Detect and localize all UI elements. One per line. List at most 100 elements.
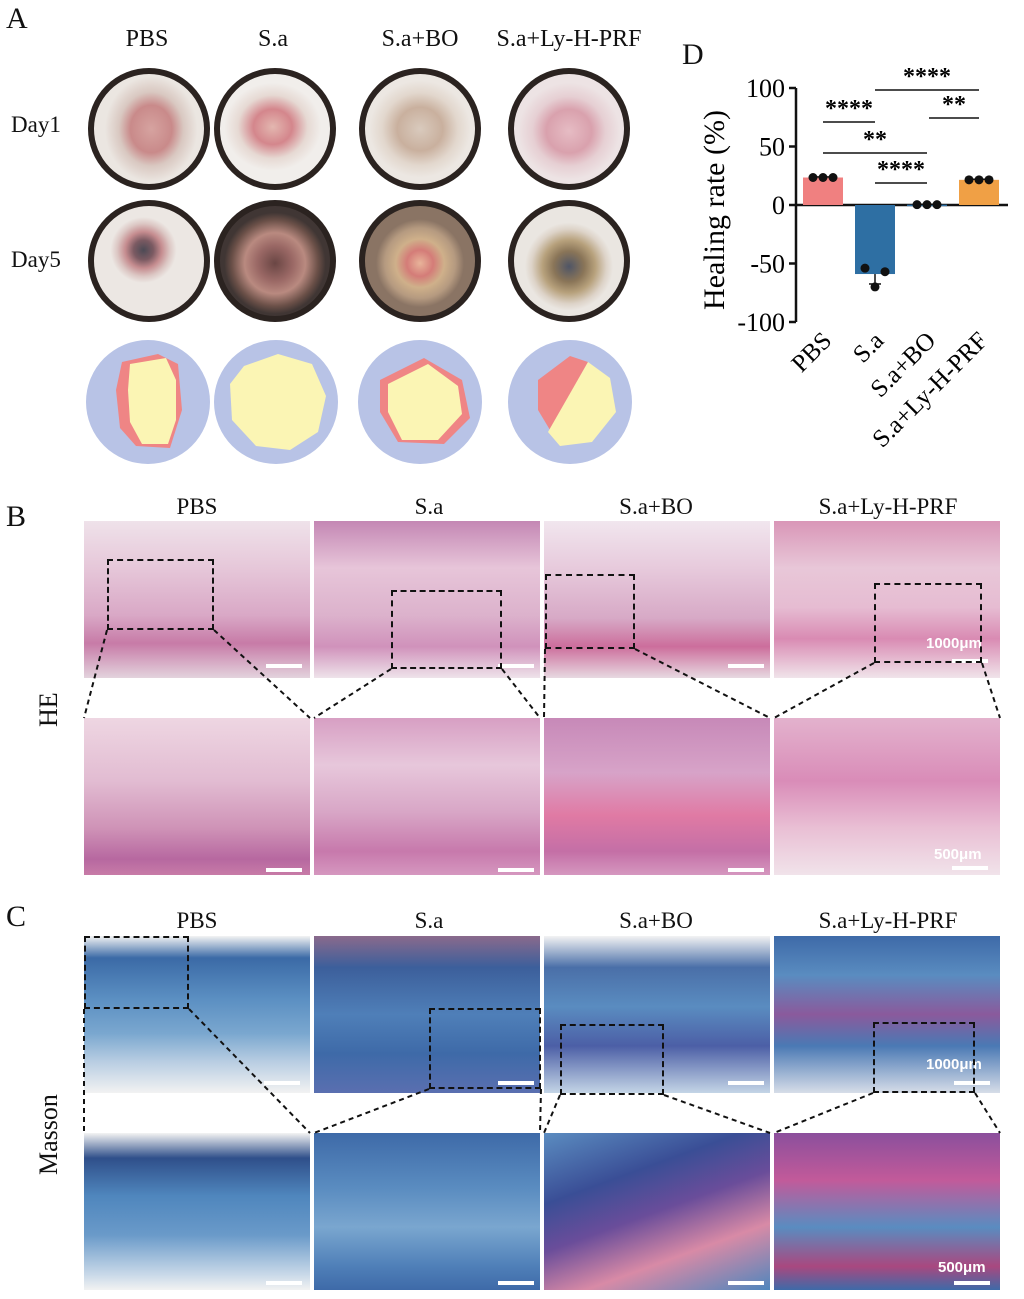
segmentation-shapes-saly — [538, 356, 616, 446]
data-point-0-1 — [818, 173, 828, 183]
panel-a-label-saly: S.a+Ly-H-PRF — [496, 26, 642, 52]
masson-overview-sabo — [544, 936, 770, 1093]
wound-photo-sa-day5 — [214, 200, 336, 322]
panel-a-label-sa: S.a — [258, 26, 288, 52]
segmentation-shapes-sa — [230, 354, 326, 450]
panel-c-letter: C — [6, 900, 27, 933]
he-overview-saly: 1000μm — [774, 521, 1000, 678]
scale-bar — [498, 664, 534, 668]
connector-he-saly-left — [773, 662, 875, 719]
connector-he-pbs-right — [213, 629, 311, 719]
masson-zoom-box-saly — [873, 1022, 975, 1093]
y-tick-label: 100 — [746, 74, 785, 103]
scale-bar — [952, 866, 988, 870]
data-point-0-0 — [808, 173, 818, 183]
connector-masson-sa-right — [539, 1088, 542, 1134]
scale-bar — [954, 1081, 990, 1085]
connector-masson-saly-right — [974, 1092, 1001, 1134]
masson-zoom-box-pbs — [84, 936, 189, 1009]
he-overview-sabo — [544, 521, 770, 678]
y-tick-label: 50 — [759, 133, 785, 162]
significance-label-1: **** — [903, 64, 951, 90]
masson-overview-saly: 1000μm — [774, 936, 1000, 1093]
segmentation-map-pbs — [86, 340, 210, 464]
panel-c-label-pbs: PBS — [176, 908, 218, 933]
masson-zoom-sa — [314, 1133, 540, 1290]
panel-b-label-sabo: S.a+BO — [619, 494, 693, 519]
masson-scale-label-bottom: 500μm — [938, 1259, 986, 1276]
data-point-2-0 — [912, 200, 922, 210]
data-point-3-1 — [974, 175, 984, 185]
wound-photo-sabo-day5 — [359, 200, 481, 322]
he-zoom-sabo — [544, 718, 770, 875]
scale-bar — [266, 664, 302, 668]
connector-he-pbs-left — [83, 629, 108, 719]
row-label-day1: Day1 — [11, 112, 61, 137]
he-scale-label-top: 1000μm — [926, 635, 982, 652]
he-zoom-saly: 500μm — [774, 718, 1000, 875]
connector-masson-sabo-left — [543, 1094, 561, 1134]
wound-photo-saly-day5 — [508, 200, 630, 322]
connector-he-sa-right — [501, 668, 541, 719]
connector-he-sabo-left — [543, 648, 546, 719]
he-zoom-box-sa — [391, 590, 502, 669]
scale-bar — [954, 1281, 990, 1285]
wound-photo-sa-day1 — [214, 68, 336, 190]
connector-masson-sa-left — [313, 1088, 430, 1134]
y-tick-label: -100 — [737, 308, 785, 337]
panel-b-label-saly: S.a+Ly-H-PRF — [818, 494, 958, 519]
data-point-0-2 — [828, 173, 838, 183]
data-point-2-1 — [922, 200, 932, 210]
scale-bar — [498, 1081, 534, 1085]
masson-overview-pbs — [84, 936, 310, 1093]
bar-0 — [803, 177, 843, 205]
chart-points — [808, 173, 994, 292]
he-overview-pbs — [84, 521, 310, 678]
he-scale-label-bottom: 500μm — [934, 846, 982, 863]
data-point-3-2 — [984, 175, 994, 185]
scale-bar — [728, 1281, 764, 1285]
panel-c-label-sa: S.a — [414, 908, 444, 933]
masson-zoom-sabo — [544, 1133, 770, 1290]
he-zoom-sa — [314, 718, 540, 875]
scale-bar — [728, 1081, 764, 1085]
panel-a-letter: A — [6, 2, 28, 35]
panel-c-label-saly: S.a+Ly-H-PRF — [818, 908, 958, 933]
connector-he-saly-right — [981, 662, 1001, 719]
chart-significance: **************** — [823, 64, 979, 184]
y-tick-label: 0 — [772, 191, 785, 220]
he-zoom-box-saly — [874, 583, 982, 663]
significance-label-0: **** — [825, 96, 873, 122]
panel-c-label-sabo: S.a+BO — [619, 908, 693, 933]
data-point-2-2 — [932, 200, 942, 210]
he-zoom-pbs — [84, 718, 310, 875]
connector-masson-pbs-right — [188, 1008, 311, 1134]
segmentation-shapes-sabo — [380, 358, 470, 444]
masson-zoom-pbs — [84, 1133, 310, 1290]
panel-b-label-sa: S.a — [414, 494, 444, 519]
wound-photo-pbs-day5 — [88, 200, 210, 322]
scale-bar — [728, 868, 764, 872]
connector-he-sa-left — [313, 668, 392, 719]
scale-bar — [264, 1081, 300, 1085]
panel-a-label-sabo: S.a+BO — [381, 26, 459, 52]
segmentation-map-saly — [508, 340, 632, 464]
scale-bar — [498, 868, 534, 872]
he-zoom-box-pbs — [107, 559, 214, 630]
segmentation-map-sabo — [358, 340, 482, 464]
row-label-day5: Day5 — [11, 247, 61, 272]
significance-label-2: ** — [863, 127, 887, 153]
masson-scale-label-top: 1000μm — [926, 1056, 982, 1073]
masson-zoom-saly: 500μm — [774, 1133, 1000, 1290]
chart-y-axis-label: Healing rate (%) — [698, 110, 731, 310]
masson-zoom-box-sa — [429, 1008, 541, 1089]
y-tick-label: -50 — [750, 250, 785, 279]
data-point-1-1 — [870, 282, 880, 292]
wound-photo-pbs-day1 — [88, 68, 210, 190]
data-point-3-0 — [964, 175, 974, 185]
he-overview-sa — [314, 521, 540, 678]
significance-label-3: **** — [877, 157, 925, 183]
